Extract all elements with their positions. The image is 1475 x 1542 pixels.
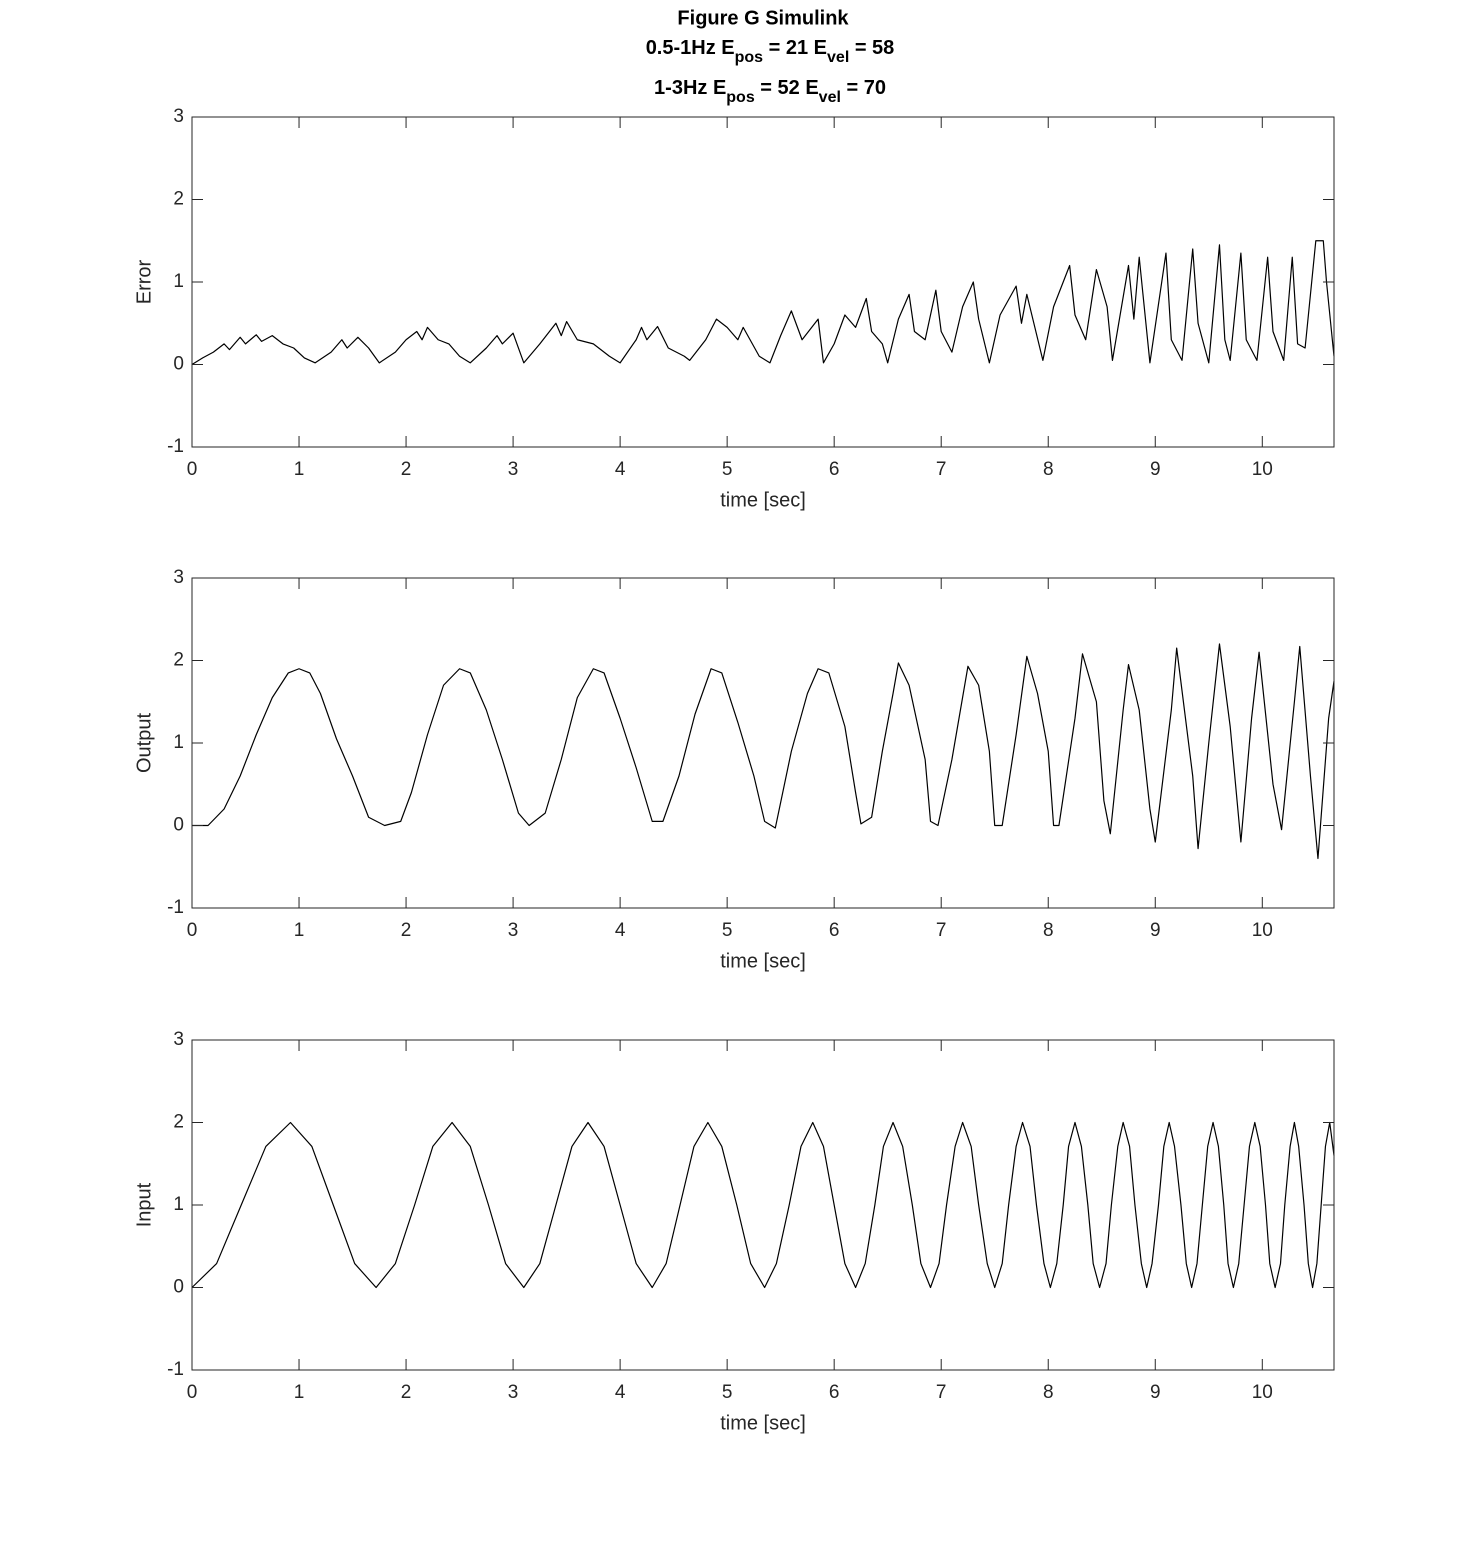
y-tick-label: 2 bbox=[173, 189, 184, 210]
x-tick-label: 8 bbox=[1043, 1382, 1054, 1403]
y-tick-label: 0 bbox=[173, 354, 184, 375]
data-line bbox=[192, 643, 1335, 860]
x-tick-label: 10 bbox=[1252, 920, 1273, 941]
x-tick-label: 6 bbox=[829, 920, 840, 941]
x-tick-label: 3 bbox=[508, 459, 519, 480]
chart-subtitle: 0.5-1Hz Epos = 21 Evel = 58 bbox=[646, 37, 895, 65]
y-tick-label: 1 bbox=[173, 271, 184, 292]
x-tick-label: 5 bbox=[722, 1382, 733, 1403]
x-tick-label: 7 bbox=[936, 920, 947, 941]
x-tick-label: 9 bbox=[1150, 1382, 1161, 1403]
y-tick-label: -1 bbox=[167, 436, 184, 457]
y-tick-label: 3 bbox=[173, 567, 184, 588]
y-tick-label: 1 bbox=[173, 1194, 184, 1215]
x-tick-label: 4 bbox=[615, 459, 626, 480]
x-tick-label: 4 bbox=[615, 1382, 626, 1403]
x-tick-label: 7 bbox=[936, 459, 947, 480]
y-tick-label: -1 bbox=[167, 897, 184, 918]
y-axis-label: Input bbox=[133, 1182, 155, 1227]
y-tick-label: 3 bbox=[173, 1029, 184, 1050]
y-tick-label: 2 bbox=[173, 1112, 184, 1133]
x-tick-label: 2 bbox=[401, 1382, 412, 1403]
x-tick-label: 9 bbox=[1150, 459, 1161, 480]
y-tick-label: 1 bbox=[173, 732, 184, 753]
y-tick-label: -1 bbox=[167, 1359, 184, 1380]
x-tick-label: 7 bbox=[936, 1382, 947, 1403]
x-tick-label: 8 bbox=[1043, 920, 1054, 941]
x-tick-label: 2 bbox=[401, 920, 412, 941]
x-tick-label: 8 bbox=[1043, 459, 1054, 480]
x-tick-label: 5 bbox=[722, 459, 733, 480]
x-tick-label: 6 bbox=[829, 459, 840, 480]
x-tick-label: 1 bbox=[294, 459, 305, 480]
data-line bbox=[191, 240, 1335, 366]
y-tick-label: 0 bbox=[173, 815, 184, 836]
x-tick-label: 0 bbox=[187, 1382, 198, 1403]
x-tick-label: 3 bbox=[508, 920, 519, 941]
x-tick-label: 10 bbox=[1252, 1382, 1273, 1403]
x-tick-label: 4 bbox=[615, 920, 626, 941]
y-tick-label: 3 bbox=[173, 106, 184, 127]
x-tick-label: 5 bbox=[722, 920, 733, 941]
x-tick-label: 10 bbox=[1252, 459, 1273, 480]
x-axis-label: time [sec] bbox=[720, 950, 806, 972]
x-tick-label: 2 bbox=[401, 459, 412, 480]
data-line bbox=[191, 1121, 1335, 1289]
y-tick-label: 0 bbox=[173, 1277, 184, 1298]
x-axis-label: time [sec] bbox=[720, 1412, 806, 1434]
y-tick-label: 2 bbox=[173, 650, 184, 671]
x-tick-label: 3 bbox=[508, 1382, 519, 1403]
y-axis-label: Error bbox=[133, 259, 155, 304]
chart-subtitle: 1-3Hz Epos = 52 Evel = 70 bbox=[654, 77, 886, 105]
x-tick-label: 9 bbox=[1150, 920, 1161, 941]
x-tick-label: 6 bbox=[829, 1382, 840, 1403]
x-tick-label: 0 bbox=[187, 920, 198, 941]
x-tick-label: 0 bbox=[187, 459, 198, 480]
x-axis-label: time [sec] bbox=[720, 489, 806, 511]
x-tick-label: 1 bbox=[294, 920, 305, 941]
x-tick-label: 1 bbox=[294, 1382, 305, 1403]
chart-title: Figure G Simulink bbox=[677, 7, 849, 29]
y-axis-label: Output bbox=[133, 713, 155, 773]
